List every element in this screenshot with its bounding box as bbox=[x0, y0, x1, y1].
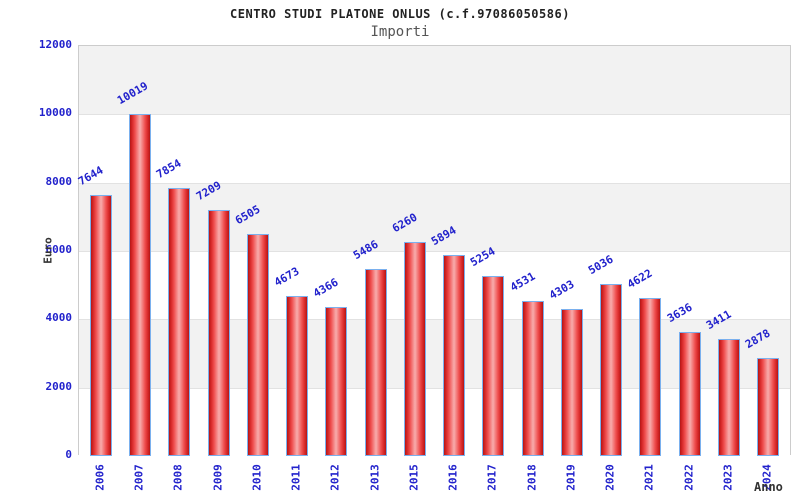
gridline bbox=[79, 114, 790, 116]
plot-band bbox=[79, 387, 790, 456]
x-tick-label: 2016 bbox=[446, 464, 460, 491]
x-tick-label: 2011 bbox=[289, 464, 303, 491]
y-tick-label: 10000 bbox=[38, 106, 72, 120]
bar-2018 bbox=[521, 301, 544, 456]
y-axis-title: Euro bbox=[41, 237, 55, 264]
gridline bbox=[79, 251, 790, 252]
chart-title: CENTRO STUDI PLATONE ONLUS (c.f.97086050… bbox=[230, 7, 570, 21]
x-tick-label: 2019 bbox=[564, 464, 578, 491]
bar-2007 bbox=[129, 113, 152, 456]
bar-2017 bbox=[482, 276, 505, 456]
x-tick-label: 2018 bbox=[525, 464, 539, 491]
plot-band bbox=[79, 182, 790, 251]
y-tick-label: 8000 bbox=[45, 174, 73, 188]
x-tick-label: 2013 bbox=[368, 464, 382, 491]
bar-2020 bbox=[600, 283, 623, 456]
bar-2008 bbox=[168, 187, 191, 456]
x-tick-label: 2008 bbox=[171, 464, 185, 491]
bar-2023 bbox=[717, 339, 740, 456]
x-tick-label: 2021 bbox=[642, 464, 656, 491]
gridline bbox=[79, 319, 790, 321]
plot-band bbox=[79, 319, 790, 388]
x-tick-label: 2010 bbox=[250, 464, 264, 491]
bar-2013 bbox=[364, 268, 387, 456]
bar-2011 bbox=[286, 296, 309, 456]
x-tick-label: 2020 bbox=[603, 464, 617, 491]
gridline bbox=[79, 182, 790, 184]
plot-band bbox=[79, 114, 790, 183]
x-axis-title: Anno bbox=[754, 480, 783, 494]
bar-2009 bbox=[207, 209, 230, 456]
bar-2022 bbox=[678, 331, 701, 456]
y-tick-label: 6000 bbox=[45, 243, 73, 256]
bar-2006 bbox=[90, 194, 112, 456]
bar-2019 bbox=[560, 308, 583, 456]
x-tick-label: 2012 bbox=[328, 464, 342, 491]
plot-band bbox=[79, 251, 790, 320]
plot-area bbox=[78, 45, 791, 456]
y-tick-label: 4000 bbox=[45, 311, 73, 325]
y-tick-label: 2000 bbox=[45, 379, 73, 393]
y-tick-label: 0 bbox=[65, 448, 72, 461]
x-tick-label: 2007 bbox=[132, 464, 146, 491]
chart-subtitle: Importi bbox=[370, 24, 430, 40]
x-tick-label: 2022 bbox=[682, 464, 696, 491]
bar-2015 bbox=[403, 242, 426, 456]
bar-2016 bbox=[443, 254, 466, 456]
bar-2021 bbox=[639, 298, 662, 456]
bar-2024 bbox=[757, 357, 779, 456]
x-tick-label: 2017 bbox=[485, 464, 499, 491]
x-tick-label: 2015 bbox=[407, 464, 421, 491]
y-tick-label: 12000 bbox=[38, 38, 72, 51]
bar-2010 bbox=[246, 233, 269, 456]
x-tick-label: 2006 bbox=[93, 464, 107, 491]
plot-band bbox=[79, 46, 790, 115]
gridline bbox=[79, 387, 790, 389]
x-tick-label: 2023 bbox=[721, 464, 735, 491]
x-tick-label: 2009 bbox=[211, 464, 225, 491]
bar-2012 bbox=[325, 306, 348, 456]
